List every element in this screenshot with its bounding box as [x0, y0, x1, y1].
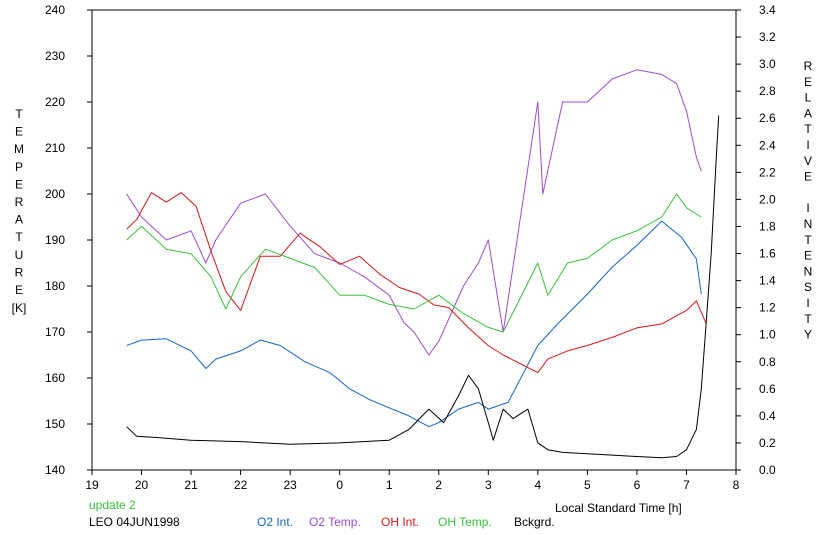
- y-left-tick-label: 170: [45, 325, 65, 339]
- y-left-tick-label: 190: [45, 233, 65, 247]
- y-right-label-letter: A: [804, 106, 812, 120]
- y-right-tick-label: 2.6: [759, 111, 776, 125]
- y-left-label-letter: R: [15, 195, 24, 209]
- legend-item: O2 Temp.: [309, 515, 361, 529]
- y-left-tick-label: 200: [45, 187, 65, 201]
- y-left-label-letter: T: [15, 107, 23, 121]
- y-left-label-letter: E: [15, 177, 23, 191]
- update-annotation: update 2: [89, 498, 136, 512]
- x-tick-label: 0: [336, 478, 343, 492]
- x-tick-label: 23: [283, 478, 297, 492]
- plot-frame: [91, 9, 737, 471]
- legend: O2 Int. O2 Temp. OH Int. OH Temp. Bckgrd.: [257, 515, 555, 529]
- x-tick-label: 22: [234, 478, 248, 492]
- series-line-oh-int: [126, 192, 707, 374]
- y-right-tick-label: 2.4: [759, 138, 776, 152]
- y-left-tick-label: 160: [45, 371, 65, 385]
- y-right-label-letter: I: [806, 201, 809, 215]
- series-line-o2-int: [126, 220, 702, 428]
- y-right-label-letter: T: [804, 122, 812, 136]
- y-right-label-letter: E: [804, 170, 812, 184]
- legend-item: OH Int.: [381, 515, 419, 529]
- y-left-label-letter: A: [15, 213, 23, 227]
- y-right-label-letter: T: [804, 233, 812, 247]
- x-tick-label: 21: [184, 478, 198, 492]
- y-right-tick-label: 1.2: [759, 301, 776, 315]
- y-left-label-letter: P: [15, 160, 23, 174]
- y-right-tick-label: 2.2: [759, 165, 776, 179]
- y-left-label-letter: U: [15, 248, 24, 262]
- y-right-tick-label: 0.0: [759, 463, 776, 477]
- y-left-label-letter: E: [15, 125, 23, 139]
- x-tick-label: 4: [535, 478, 542, 492]
- x-tick-label: 8: [733, 478, 740, 492]
- y-right-tick-label: 1.0: [759, 328, 776, 342]
- y-left-tick-label: 230: [45, 49, 65, 63]
- y-right-axis-ticks: 0.0 0.2 0.4 0.6 0.8 1.0 1.2 1.4 1.6 1.8 2.0 2.2 2.4 2…: [736, 3, 776, 477]
- y-left-tick-label: 140: [45, 463, 65, 477]
- y-right-tick-label: 3.4: [759, 3, 776, 17]
- y-right-label-letter: S: [804, 280, 812, 294]
- y-left-label-letter: M: [14, 142, 24, 156]
- y-right-label-letter: R: [804, 59, 813, 73]
- series-line-oh-temp: [126, 193, 702, 333]
- y-right-tick-label: 0.4: [759, 409, 776, 423]
- y-right-label-letter: N: [804, 264, 813, 278]
- series-lines: [126, 69, 720, 459]
- y-right-label-letter: E: [804, 75, 812, 89]
- x-tick-label: 1: [386, 478, 393, 492]
- y-right-label-letter: I: [806, 138, 809, 152]
- series-line-bckgrd: [126, 115, 720, 459]
- y-left-tick-label: 150: [45, 417, 65, 431]
- y-right-tick-label: 0.8: [759, 355, 776, 369]
- x-tick-label: 2: [435, 478, 442, 492]
- y-left-label-letter: E: [15, 283, 23, 297]
- y-right-tick-label: 1.4: [759, 274, 776, 288]
- y-right-tick-label: 2.8: [759, 84, 776, 98]
- y-right-label-letter: E: [804, 249, 812, 263]
- y-left-label-letter: T: [15, 230, 23, 244]
- y-left-axis-ticks: 140 150 160 170 180 190 200 210 220 230 240: [45, 3, 92, 477]
- x-tick-label: 6: [634, 478, 641, 492]
- y-left-tick-label: 180: [45, 279, 65, 293]
- y-right-tick-label: 0.2: [759, 436, 776, 450]
- x-tick-label: 7: [683, 478, 690, 492]
- legend-item: Bckgrd.: [514, 515, 555, 529]
- y-right-label-letter: L: [805, 91, 812, 105]
- y-left-tick-label: 220: [45, 95, 65, 109]
- y-right-tick-label: 1.8: [759, 219, 776, 233]
- y-left-axis-unit: [K]: [12, 301, 27, 315]
- y-left-tick-label: 210: [45, 141, 65, 155]
- y-right-label-letter: V: [804, 154, 812, 168]
- y-right-tick-label: 3.0: [759, 57, 776, 71]
- y-right-tick-label: 3.2: [759, 30, 776, 44]
- x-tick-label: 5: [584, 478, 591, 492]
- legend-item: O2 Int.: [257, 515, 293, 529]
- y-right-label-letter: T: [804, 312, 812, 326]
- y-right-tick-label: 2.0: [759, 192, 776, 206]
- x-axis-ticks: 19 20 21 22 23 0 1 2 3 4 5 6 7 8: [85, 470, 740, 492]
- y-right-label-letter: Y: [804, 328, 812, 342]
- y-right-tick-label: 1.6: [759, 247, 776, 261]
- y-right-label-letter: N: [804, 217, 813, 231]
- y-right-label-letter: I: [806, 296, 809, 310]
- series-line-o2-temp: [126, 69, 702, 356]
- x-tick-label: 19: [85, 478, 99, 492]
- y-left-tick-label: 240: [45, 3, 65, 17]
- x-tick-label: 20: [135, 478, 149, 492]
- y-left-label-letter: R: [15, 265, 24, 279]
- y-right-tick-label: 0.6: [759, 382, 776, 396]
- station-label: LEO 04JUN1998: [89, 515, 180, 529]
- x-tick-label: 3: [485, 478, 492, 492]
- x-axis-label: Local Standard Time [h]: [555, 501, 682, 515]
- legend-item: OH Temp.: [438, 515, 492, 529]
